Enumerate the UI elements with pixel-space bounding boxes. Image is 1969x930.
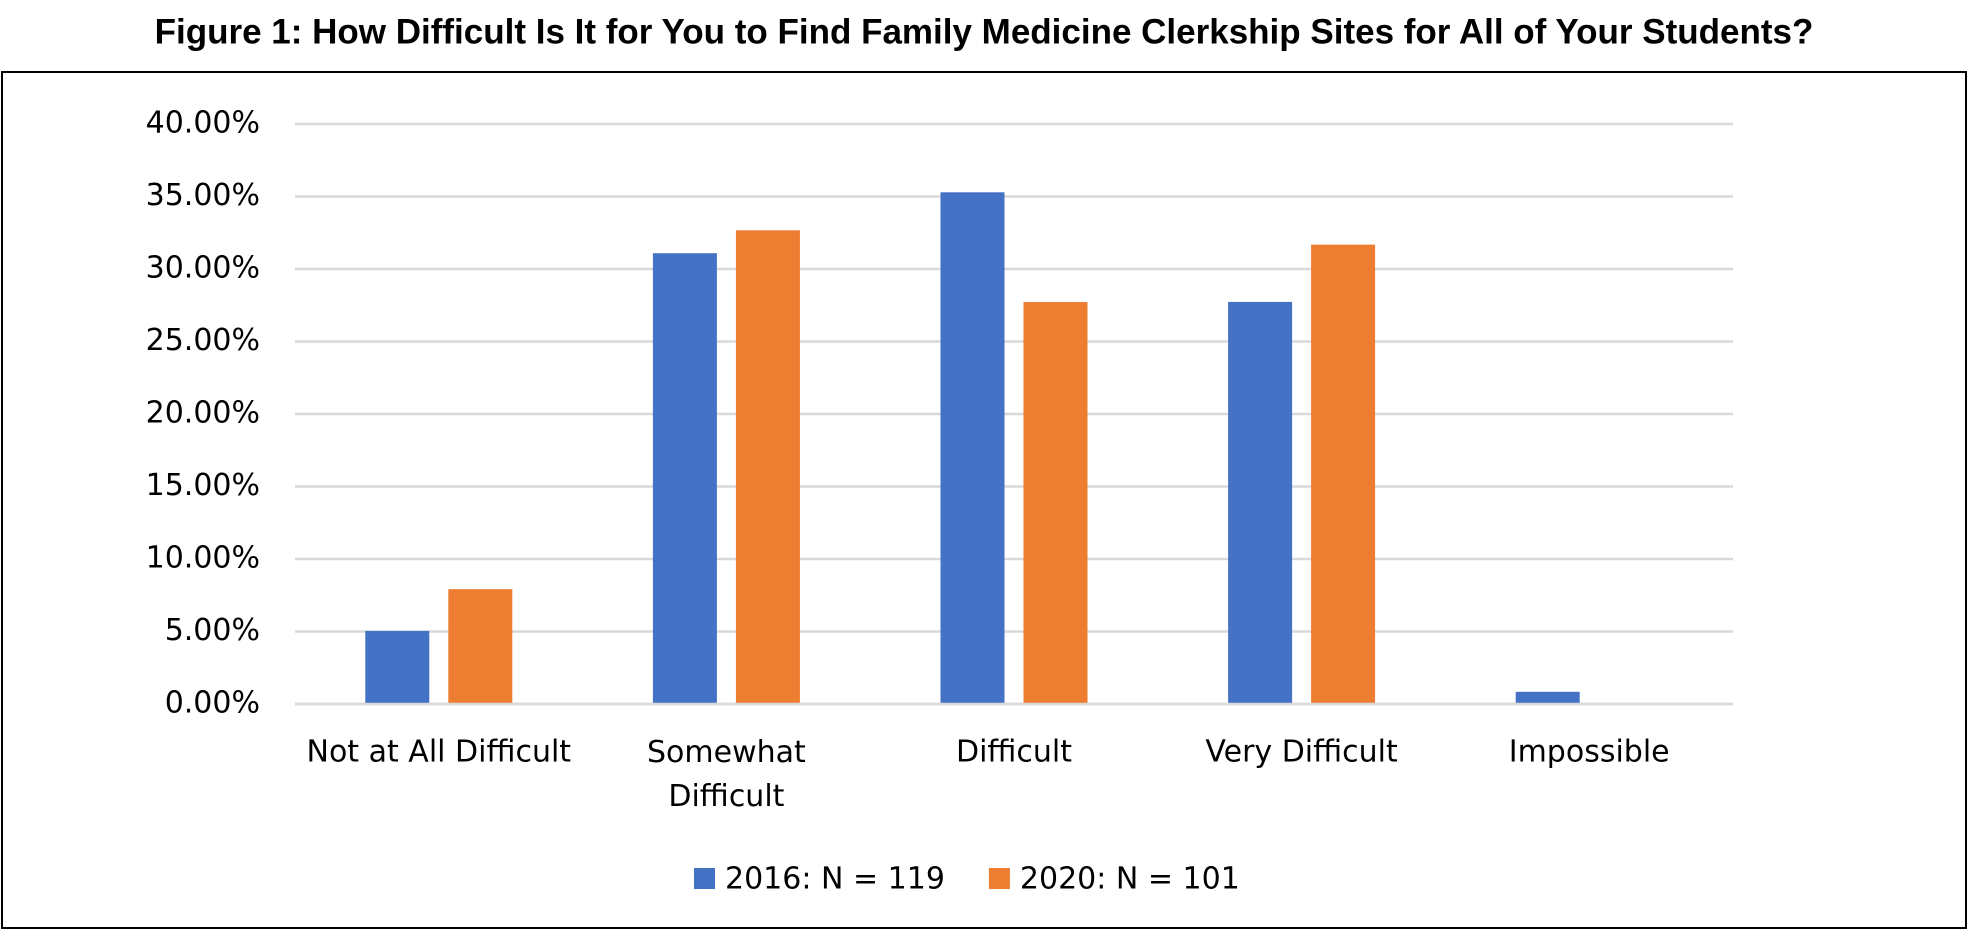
bar (735, 230, 800, 704)
bar (1228, 301, 1293, 704)
x-tick-label: Not at All Difficult (307, 735, 572, 770)
bar (1515, 691, 1580, 704)
y-tick-label: 5.00% (165, 613, 260, 648)
x-tick-label: Somewhat Difficult (647, 735, 806, 814)
y-tick-label: 20.00% (146, 396, 260, 431)
x-tick-label: Difficult (956, 735, 1072, 770)
bar (1023, 302, 1088, 704)
bar (652, 253, 717, 704)
legend-swatch (988, 868, 1010, 889)
legend-label: 2020: N = 101 (1020, 862, 1240, 897)
bar (365, 630, 430, 704)
chart-title: Figure 1: How Difficult Is It for You to… (155, 12, 1814, 51)
x-tick-label: Very Difficult (1205, 735, 1398, 770)
legend-swatch (694, 868, 715, 889)
y-tick-label: 25.00% (146, 323, 260, 358)
bar (1311, 244, 1376, 704)
chart-frame (1, 71, 1967, 929)
bar (940, 192, 1005, 705)
y-tick-label: 15.00% (146, 468, 260, 503)
y-tick-label: 40.00% (146, 106, 260, 141)
x-tick-label: Impossible (1509, 735, 1670, 770)
y-tick-label: 10.00% (146, 541, 260, 576)
legend-label: 2016: N = 119 (725, 862, 945, 897)
bar (448, 589, 513, 704)
y-tick-label: 35.00% (146, 178, 260, 213)
y-tick-label: 30.00% (146, 251, 260, 286)
y-tick-label: 0.00% (165, 686, 260, 721)
